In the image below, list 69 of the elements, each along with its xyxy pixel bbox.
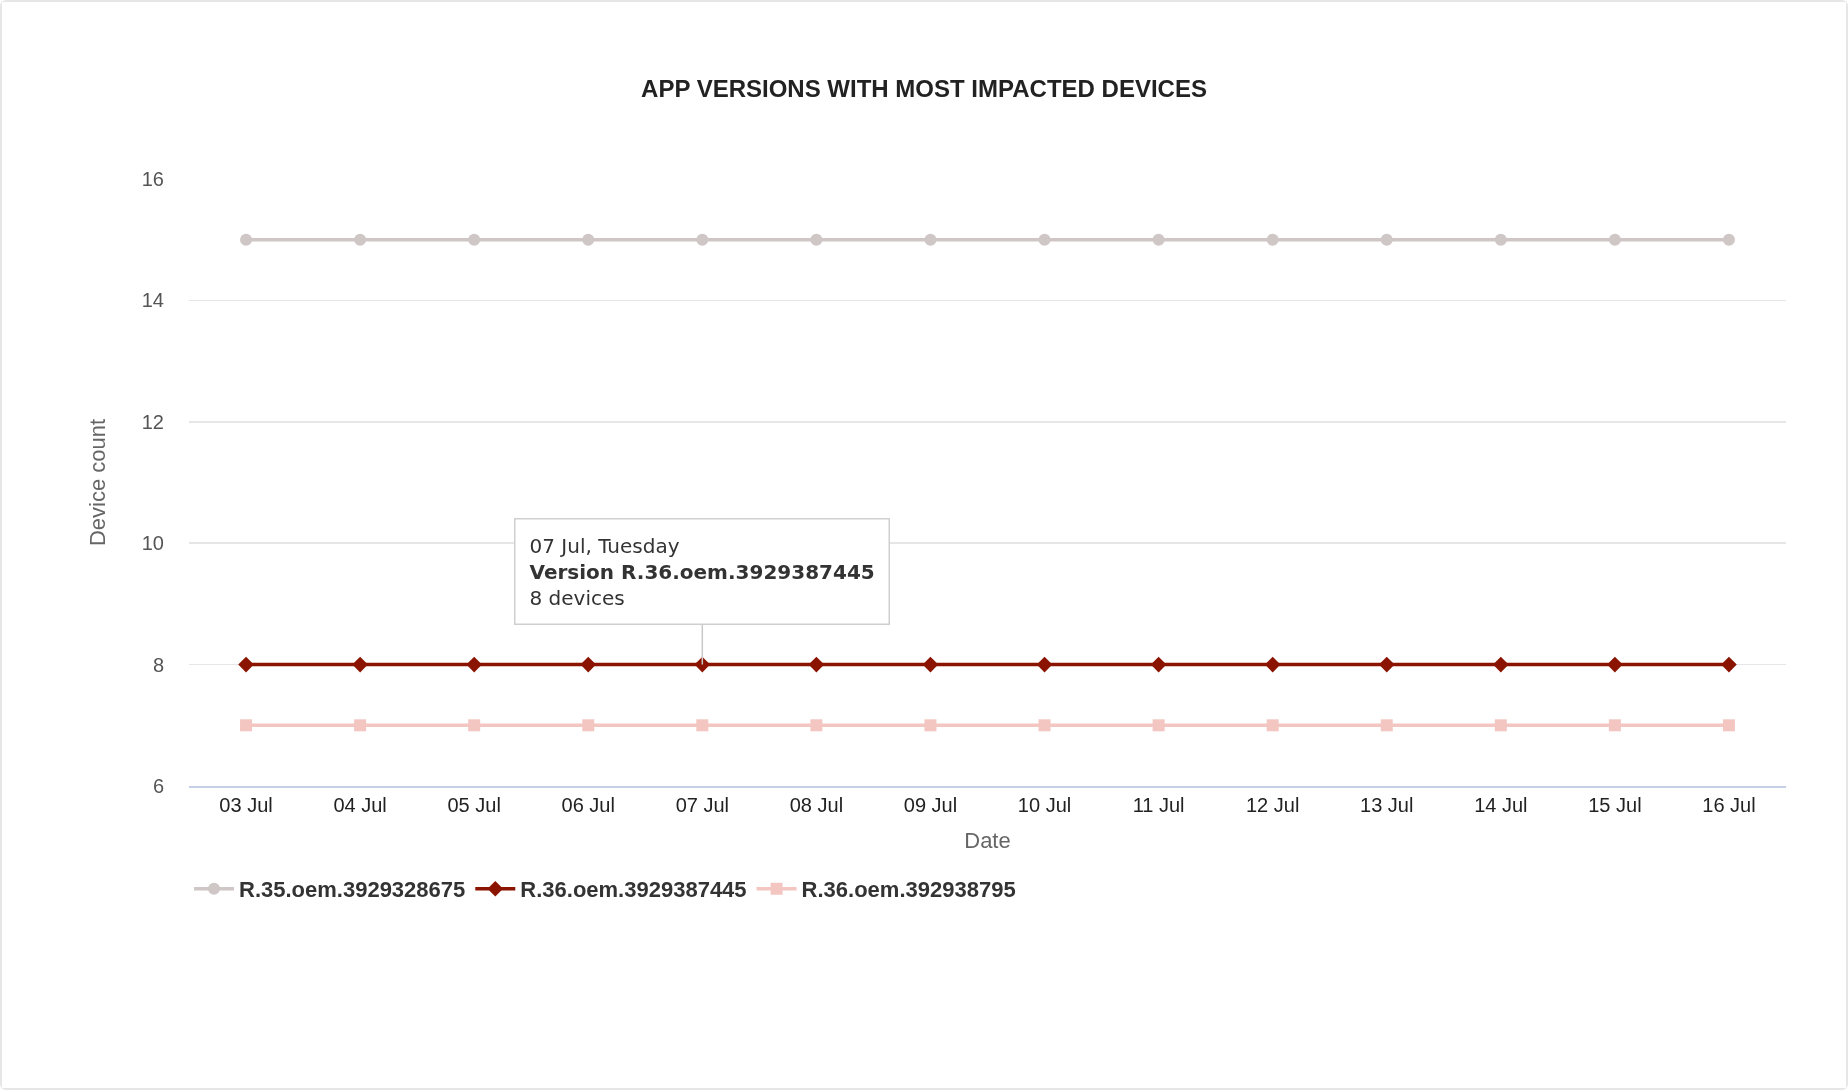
x-tick-label: 08 Jul bbox=[789, 793, 844, 816]
x-tick-label: 13 Jul bbox=[1360, 793, 1414, 816]
point bbox=[808, 656, 825, 673]
point bbox=[582, 719, 595, 732]
x-tick-label: 10 Jul bbox=[1017, 793, 1072, 816]
point bbox=[580, 656, 597, 673]
point bbox=[1721, 656, 1737, 673]
y-tick-label: 12 bbox=[141, 410, 164, 433]
y-tick-label: 16 bbox=[141, 168, 164, 190]
point bbox=[694, 656, 711, 673]
x-tick-label: 06 Jul bbox=[561, 793, 615, 816]
chart-title: APP VERSIONS WITH MOST IMPACTED DEVICES bbox=[641, 75, 1207, 103]
x-tick-label: 03 Jul bbox=[219, 793, 273, 816]
point bbox=[1607, 656, 1623, 673]
x-tick-label: 15 Jul bbox=[1588, 793, 1642, 816]
point bbox=[696, 719, 709, 732]
y-tick-label: 8 bbox=[152, 653, 164, 676]
point bbox=[1150, 656, 1167, 673]
x-tick-label: 14 Jul bbox=[1474, 793, 1528, 816]
point bbox=[922, 656, 939, 673]
point bbox=[1036, 656, 1053, 673]
point bbox=[240, 233, 253, 246]
point bbox=[1494, 719, 1507, 732]
x-tick-label: 16 Jul bbox=[1702, 793, 1756, 816]
point bbox=[1038, 719, 1051, 732]
point bbox=[354, 233, 367, 246]
x-tick-label: 04 Jul bbox=[333, 793, 387, 816]
point bbox=[240, 719, 253, 732]
point bbox=[1266, 719, 1279, 732]
point bbox=[810, 233, 823, 246]
point bbox=[1378, 656, 1395, 673]
annotation: 07 Jul, Tuesday Version R.36.oem.3929387445 8 devices bbox=[529, 533, 875, 610]
x-tick-label: 09 Jul bbox=[903, 793, 958, 816]
x-tick-label: 07 Jul bbox=[675, 793, 730, 816]
point bbox=[466, 656, 482, 673]
x-tick-label: 05 Jul bbox=[447, 793, 501, 816]
point bbox=[1380, 719, 1393, 732]
x-tick-label: 11 Jul bbox=[1132, 793, 1185, 816]
y-tick-label: 14 bbox=[141, 289, 164, 312]
point bbox=[924, 719, 937, 732]
point bbox=[352, 656, 368, 673]
point bbox=[468, 719, 481, 732]
point bbox=[582, 233, 595, 246]
y-tick-label: 10 bbox=[141, 532, 164, 555]
x-axis-title: Date bbox=[964, 828, 1011, 854]
point bbox=[1608, 719, 1621, 732]
y-tick-label: 6 bbox=[152, 775, 164, 797]
y-axis-title: Device count bbox=[84, 418, 110, 547]
point bbox=[1380, 233, 1393, 246]
legend-label: R.36.oem.392938795 bbox=[801, 877, 1016, 903]
point bbox=[354, 719, 367, 732]
point bbox=[810, 719, 823, 732]
point bbox=[1493, 656, 1509, 673]
legend-label: R.36.oem.3929387445 bbox=[520, 877, 747, 903]
point bbox=[1038, 233, 1051, 246]
point bbox=[468, 233, 481, 246]
point bbox=[696, 233, 709, 246]
legend-label: R.35.oem.3929328675 bbox=[239, 877, 466, 903]
point bbox=[1722, 233, 1735, 246]
point bbox=[1266, 233, 1279, 246]
point bbox=[1152, 719, 1165, 732]
point bbox=[1722, 719, 1735, 732]
point bbox=[924, 233, 937, 246]
x-tick-label: 12 Jul bbox=[1245, 793, 1300, 816]
point bbox=[1152, 233, 1165, 246]
point bbox=[1264, 656, 1281, 673]
point bbox=[238, 656, 254, 673]
point bbox=[1608, 233, 1621, 246]
point bbox=[1494, 233, 1507, 246]
